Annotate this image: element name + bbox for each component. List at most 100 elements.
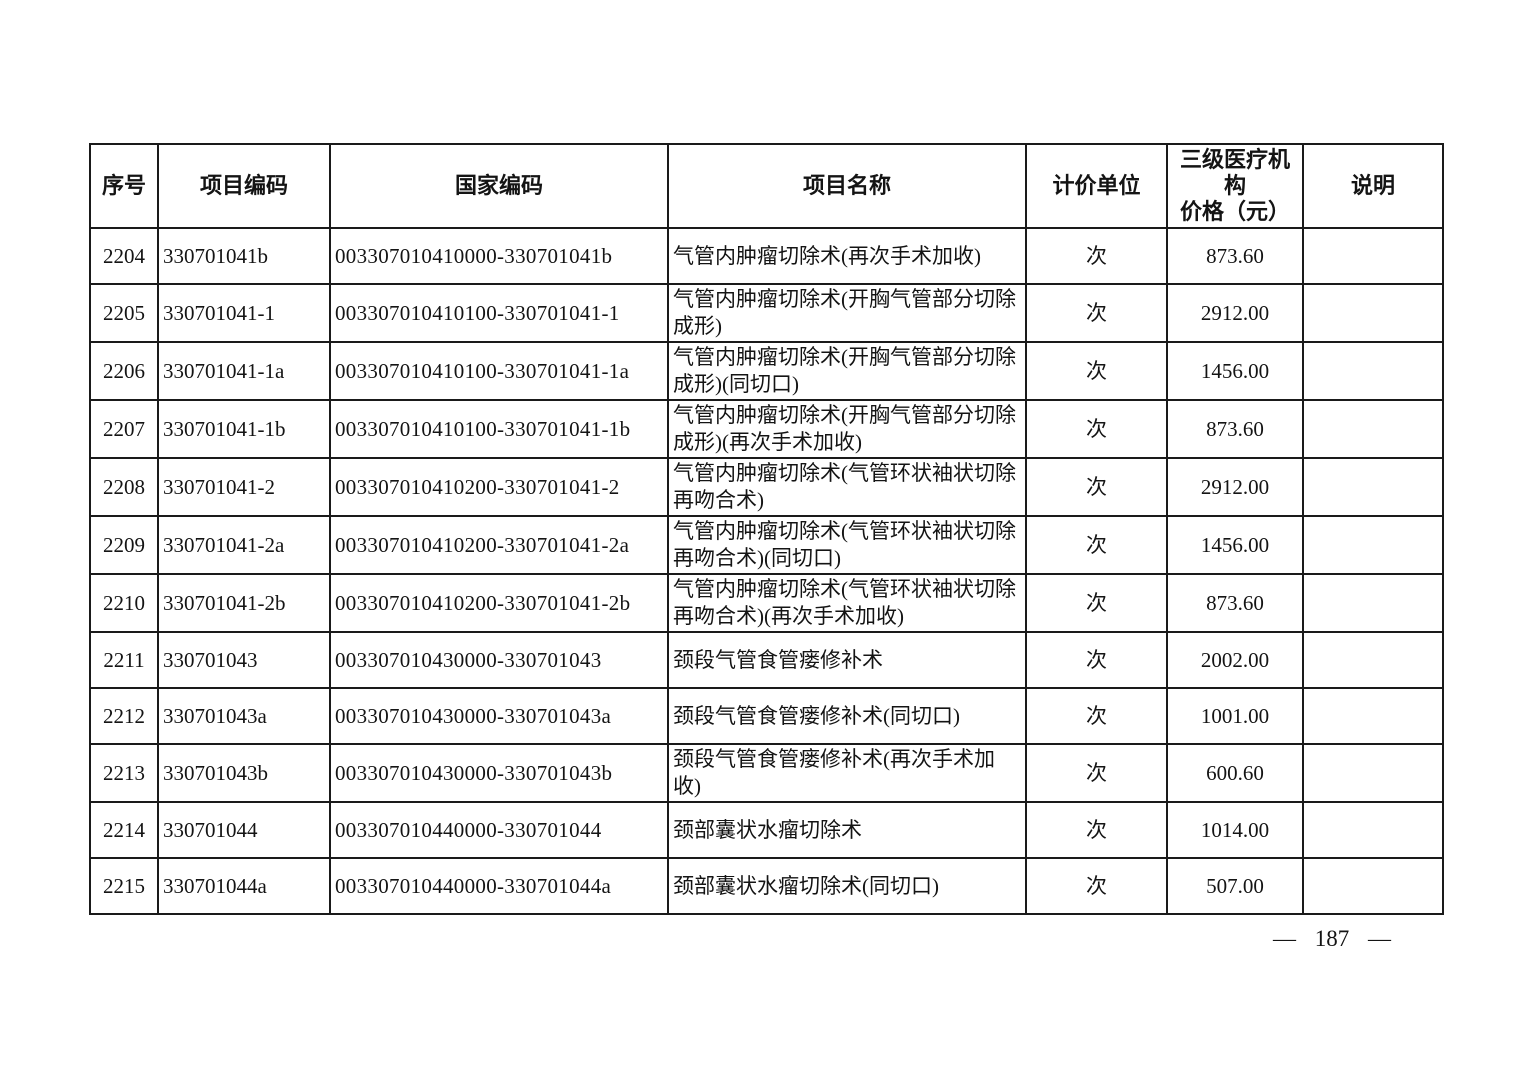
cell-tier3-price: 873.60 bbox=[1166, 399, 1304, 459]
cell-tier3-price: 1001.00 bbox=[1166, 687, 1304, 745]
cell-pricing-unit: 次 bbox=[1025, 341, 1168, 401]
cell-pricing-unit: 次 bbox=[1025, 857, 1168, 915]
cell-project-name: 颈部囊状水瘤切除术(同切口) bbox=[667, 857, 1027, 915]
cell-national-code: 003307010410200-330701041-2b bbox=[329, 573, 669, 633]
cell-seq: 2208 bbox=[89, 457, 159, 517]
cell-project-name: 颈部囊状水瘤切除术 bbox=[667, 801, 1027, 859]
cell-seq: 2212 bbox=[89, 687, 159, 745]
cell-note bbox=[1302, 687, 1444, 745]
cell-note bbox=[1302, 573, 1444, 633]
cell-project-name: 气管内肿瘤切除术(再次手术加收) bbox=[667, 227, 1027, 285]
cell-project-code: 330701041-1b bbox=[157, 399, 331, 459]
cell-pricing-unit: 次 bbox=[1025, 227, 1168, 285]
cell-note bbox=[1302, 743, 1444, 803]
table-row: 2210 330701041-2b 003307010410200-330701… bbox=[89, 573, 1444, 633]
page-number: — 187 — bbox=[1273, 926, 1391, 951]
cell-project-code: 330701043b bbox=[157, 743, 331, 803]
cell-national-code: 003307010430000-330701043b bbox=[329, 743, 669, 803]
cell-national-code: 003307010440000-330701044 bbox=[329, 801, 669, 859]
cell-project-code: 330701044a bbox=[157, 857, 331, 915]
cell-tier3-price: 873.60 bbox=[1166, 227, 1304, 285]
cell-national-code: 003307010410100-330701041-1a bbox=[329, 341, 669, 401]
cell-seq: 2213 bbox=[89, 743, 159, 803]
cell-national-code: 003307010410100-330701041-1b bbox=[329, 399, 669, 459]
cell-project-name: 颈段气管食管瘘修补术 bbox=[667, 631, 1027, 689]
cell-tier3-price: 2912.00 bbox=[1166, 283, 1304, 343]
table-row: 2208 330701041-2 003307010410200-3307010… bbox=[89, 457, 1444, 517]
cell-project-code: 330701041-2b bbox=[157, 573, 331, 633]
cell-seq: 2210 bbox=[89, 573, 159, 633]
cell-pricing-unit: 次 bbox=[1025, 283, 1168, 343]
cell-national-code: 003307010430000-330701043 bbox=[329, 631, 669, 689]
cell-project-name: 气管内肿瘤切除术(开胸气管部分切除成形) bbox=[667, 283, 1027, 343]
col-header-tier3-price: 三级医疗机构 价格（元） bbox=[1166, 143, 1304, 229]
cell-project-name: 颈段气管食管瘘修补术(再次手术加收) bbox=[667, 743, 1027, 803]
cell-project-name: 颈段气管食管瘘修补术(同切口) bbox=[667, 687, 1027, 745]
table-row: 2206 330701041-1a 003307010410100-330701… bbox=[89, 341, 1444, 401]
col-header-pricing-unit: 计价单位 bbox=[1025, 143, 1168, 229]
table-row: 2209 330701041-2a 003307010410200-330701… bbox=[89, 515, 1444, 575]
col-header-seq: 序号 bbox=[89, 143, 159, 229]
cell-pricing-unit: 次 bbox=[1025, 457, 1168, 517]
cell-project-name: 气管内肿瘤切除术(气管环状袖状切除再吻合术)(再次手术加收) bbox=[667, 573, 1027, 633]
cell-seq: 2206 bbox=[89, 341, 159, 401]
cell-pricing-unit: 次 bbox=[1025, 573, 1168, 633]
table-row: 2205 330701041-1 003307010410100-3307010… bbox=[89, 283, 1444, 343]
cell-tier3-price: 507.00 bbox=[1166, 857, 1304, 915]
cell-note bbox=[1302, 515, 1444, 575]
cell-national-code: 003307010410000-330701041b bbox=[329, 227, 669, 285]
cell-seq: 2209 bbox=[89, 515, 159, 575]
cell-national-code: 003307010410200-330701041-2 bbox=[329, 457, 669, 517]
cell-note bbox=[1302, 341, 1444, 401]
cell-tier3-price: 2002.00 bbox=[1166, 631, 1304, 689]
cell-project-code: 330701044 bbox=[157, 801, 331, 859]
col-header-project-name: 项目名称 bbox=[667, 143, 1027, 229]
table-row: 2212 330701043a 003307010430000-33070104… bbox=[89, 687, 1444, 745]
cell-project-name: 气管内肿瘤切除术(开胸气管部分切除成形)(再次手术加收) bbox=[667, 399, 1027, 459]
cell-project-code: 330701043a bbox=[157, 687, 331, 745]
cell-project-code: 330701041-2a bbox=[157, 515, 331, 575]
header-row: 序号 项目编码 国家编码 项目名称 计价单位 三级医疗机构 价格（元） 说明 bbox=[89, 143, 1444, 229]
table-row: 2207 330701041-1b 003307010410100-330701… bbox=[89, 399, 1444, 459]
cell-tier3-price: 873.60 bbox=[1166, 573, 1304, 633]
cell-project-code: 330701041b bbox=[157, 227, 331, 285]
cell-seq: 2205 bbox=[89, 283, 159, 343]
cell-pricing-unit: 次 bbox=[1025, 631, 1168, 689]
cell-note bbox=[1302, 283, 1444, 343]
table-row: 2211 330701043 003307010430000-330701043… bbox=[89, 631, 1444, 689]
cell-project-name: 气管内肿瘤切除术(气管环状袖状切除再吻合术)(同切口) bbox=[667, 515, 1027, 575]
cell-project-code: 330701041-1 bbox=[157, 283, 331, 343]
cell-project-name: 气管内肿瘤切除术(气管环状袖状切除再吻合术) bbox=[667, 457, 1027, 517]
cell-seq: 2214 bbox=[89, 801, 159, 859]
cell-tier3-price: 1456.00 bbox=[1166, 341, 1304, 401]
table-body: 2204 330701041b 003307010410000-33070104… bbox=[89, 227, 1444, 915]
price-table: 序号 项目编码 国家编码 项目名称 计价单位 三级医疗机构 价格（元） 说明 2… bbox=[89, 143, 1444, 915]
cell-national-code: 003307010410200-330701041-2a bbox=[329, 515, 669, 575]
cell-pricing-unit: 次 bbox=[1025, 515, 1168, 575]
cell-national-code: 003307010440000-330701044a bbox=[329, 857, 669, 915]
cell-note bbox=[1302, 227, 1444, 285]
cell-pricing-unit: 次 bbox=[1025, 801, 1168, 859]
cell-project-code: 330701043 bbox=[157, 631, 331, 689]
cell-pricing-unit: 次 bbox=[1025, 687, 1168, 745]
table-row: 2204 330701041b 003307010410000-33070104… bbox=[89, 227, 1444, 285]
cell-note bbox=[1302, 399, 1444, 459]
cell-tier3-price: 1456.00 bbox=[1166, 515, 1304, 575]
cell-seq: 2215 bbox=[89, 857, 159, 915]
cell-tier3-price: 600.60 bbox=[1166, 743, 1304, 803]
cell-note bbox=[1302, 457, 1444, 517]
col-header-tier3-price-line1: 三级医疗机构 bbox=[1179, 147, 1290, 198]
col-header-note: 说明 bbox=[1302, 143, 1444, 229]
cell-project-name: 气管内肿瘤切除术(开胸气管部分切除成形)(同切口) bbox=[667, 341, 1027, 401]
col-header-tier3-price-line2: 价格（元） bbox=[1179, 199, 1290, 224]
cell-tier3-price: 2912.00 bbox=[1166, 457, 1304, 517]
cell-seq: 2207 bbox=[89, 399, 159, 459]
table-row: 2215 330701044a 003307010440000-33070104… bbox=[89, 857, 1444, 915]
cell-pricing-unit: 次 bbox=[1025, 399, 1168, 459]
col-header-national-code: 国家编码 bbox=[329, 143, 669, 229]
cell-national-code: 003307010410100-330701041-1 bbox=[329, 283, 669, 343]
cell-note bbox=[1302, 801, 1444, 859]
cell-pricing-unit: 次 bbox=[1025, 743, 1168, 803]
cell-project-code: 330701041-2 bbox=[157, 457, 331, 517]
